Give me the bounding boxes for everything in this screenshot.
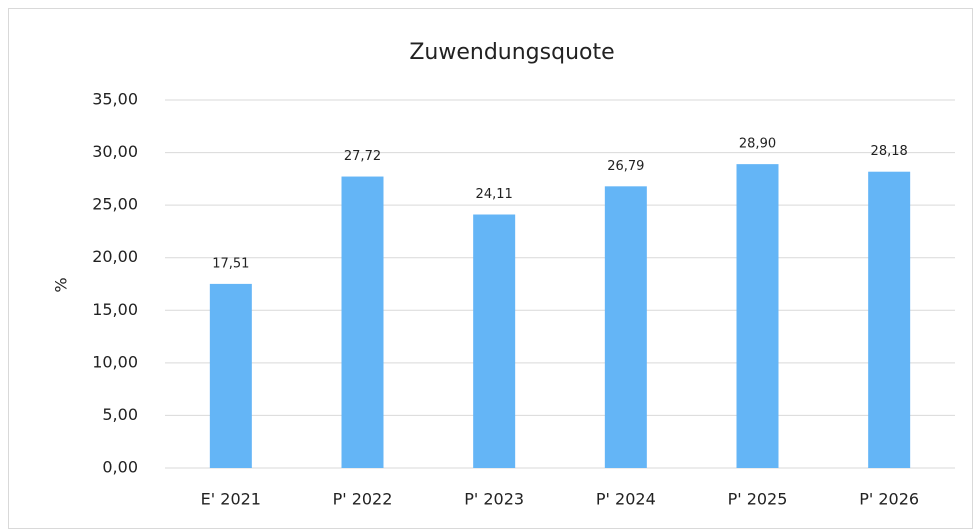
value-label: 28,18: [871, 144, 908, 159]
y-tick-label: 0,00: [102, 458, 138, 477]
y-tick-label: 20,00: [92, 247, 138, 266]
bar: [868, 171, 911, 468]
bar: [341, 176, 384, 468]
x-tick-label: E' 2021: [201, 490, 261, 509]
y-tick-label: 25,00: [92, 195, 138, 214]
bar: [604, 186, 647, 469]
chart-title: Zuwendungsquote: [409, 40, 614, 65]
x-tick-label: P' 2023: [464, 490, 524, 509]
value-label: 26,79: [607, 159, 644, 174]
bar: [473, 214, 516, 468]
bar: [736, 164, 779, 468]
value-label: 28,90: [739, 137, 776, 152]
value-label: 24,11: [476, 187, 513, 202]
x-tick-label: P' 2025: [728, 490, 788, 509]
y-axis-label: %: [52, 277, 71, 292]
value-label: 27,72: [344, 149, 381, 164]
x-tick-label: P' 2024: [596, 490, 656, 509]
y-tick-label: 35,00: [92, 90, 138, 109]
y-tick-label: 10,00: [92, 352, 138, 371]
y-tick-label: 5,00: [102, 405, 138, 424]
x-tick-label: P' 2026: [859, 490, 919, 509]
y-tick-label: 30,00: [92, 142, 138, 161]
bar: [209, 283, 252, 468]
value-label: 17,51: [212, 256, 249, 271]
x-tick-label: P' 2022: [333, 490, 393, 509]
y-tick-label: 15,00: [92, 300, 138, 319]
